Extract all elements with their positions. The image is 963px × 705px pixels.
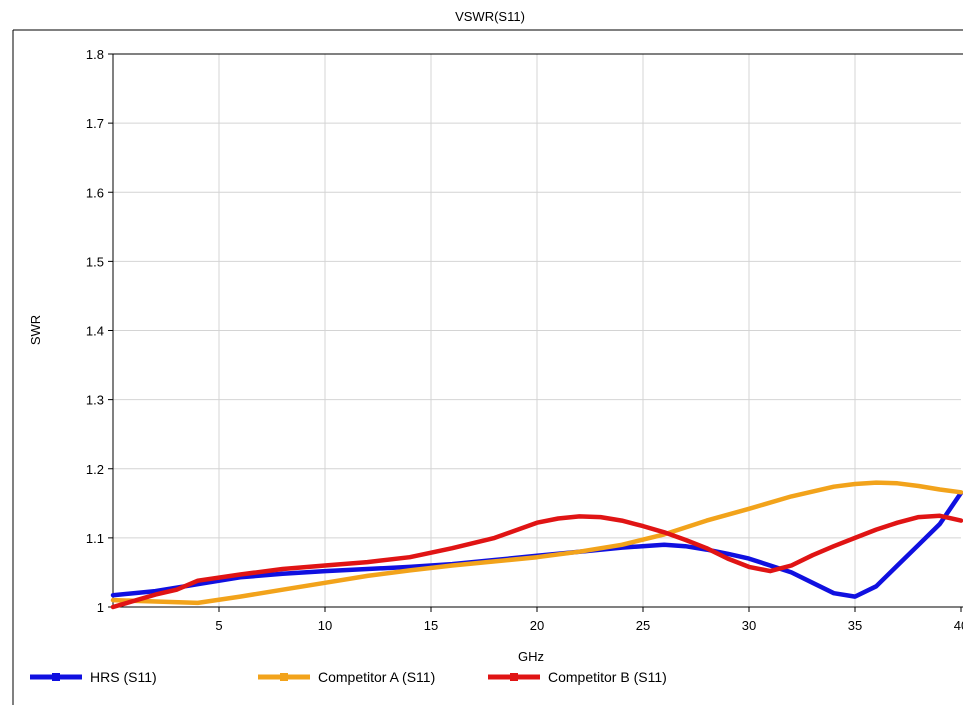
y-tick-label: 1.8 — [86, 47, 104, 62]
y-tick-label: 1.2 — [86, 462, 104, 477]
series-line-2 — [110, 480, 963, 606]
x-tick-label: 15 — [424, 618, 438, 633]
y-tick-label: 1.3 — [86, 393, 104, 408]
x-tick-label: 25 — [636, 618, 650, 633]
legend-label: HRS (S11) — [90, 669, 157, 685]
series-lines — [110, 480, 963, 610]
series-line-3 — [110, 513, 963, 610]
x-axis-ticks: 5 10 15 20 25 30 35 40 — [215, 607, 963, 633]
x-tick-label: 30 — [742, 618, 756, 633]
y-tick-label: 1.4 — [86, 324, 104, 339]
x-tick-label: 10 — [318, 618, 332, 633]
y-tick-label: 1.7 — [86, 116, 104, 131]
y-tick-label: 1.1 — [86, 531, 104, 546]
x-axis-title: GHz — [518, 649, 544, 664]
legend: HRS (S11) Competitor A (S11) Competitor B … — [30, 669, 667, 685]
y-axis-title: SWR — [28, 315, 43, 345]
series-line-1 — [110, 490, 963, 599]
legend-label: Competitor B (S11) — [548, 669, 667, 685]
x-tick-label: 20 — [530, 618, 544, 633]
x-tick-label: 40 — [954, 618, 963, 633]
y-tick-label: 1.6 — [86, 185, 104, 200]
y-tick-label: 1.5 — [86, 254, 104, 269]
gridlines — [113, 54, 961, 607]
x-tick-label: 35 — [848, 618, 862, 633]
x-tick-label: 5 — [215, 618, 222, 633]
legend-label: Competitor A (S11) — [318, 669, 435, 685]
chart-title: VSWR(S11) — [455, 9, 525, 24]
legend-marker — [52, 673, 60, 681]
legend-marker — [510, 673, 518, 681]
legend-marker — [280, 673, 288, 681]
y-tick-label: 1 — [97, 600, 104, 615]
